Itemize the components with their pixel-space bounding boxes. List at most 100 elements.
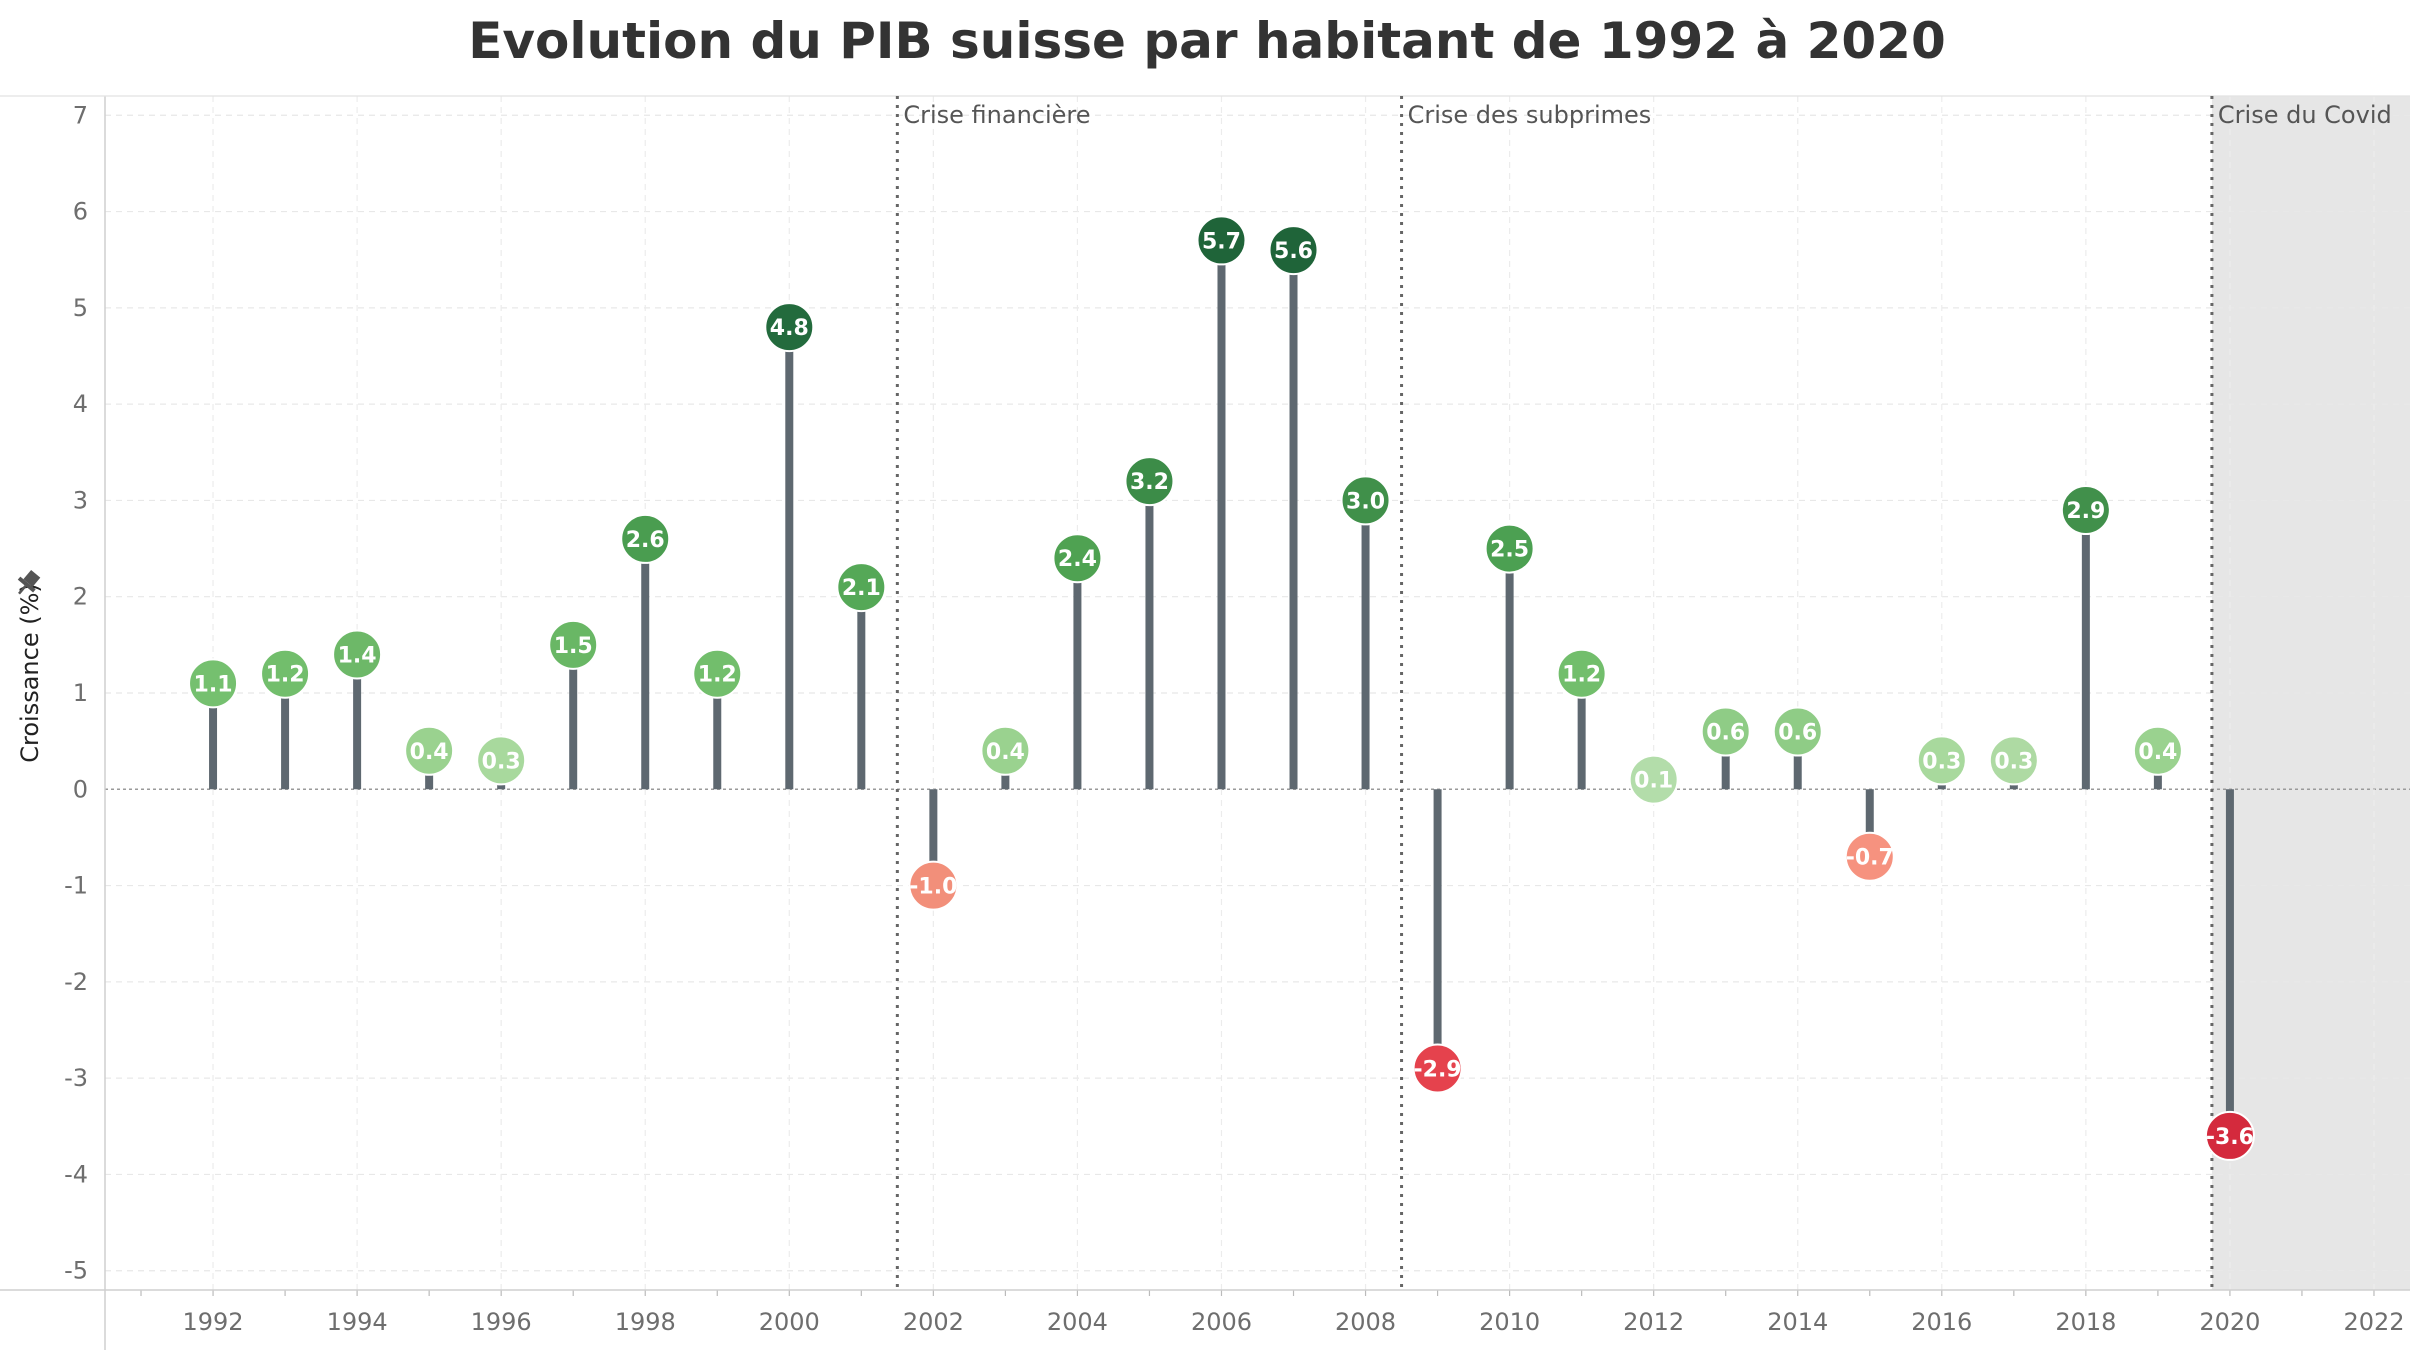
data-label: 1.2 (1562, 663, 1601, 688)
data-label: 3.0 (1346, 489, 1385, 514)
x-tick-label: 2004 (1047, 1308, 1108, 1336)
data-label: 1.4 (338, 643, 377, 668)
data-point[interactable] (1988, 735, 2039, 786)
data-point[interactable] (1844, 831, 1895, 882)
data-label: -0.7 (1846, 846, 1894, 871)
pin-icon[interactable] (11, 567, 43, 600)
data-point[interactable] (1484, 523, 1535, 574)
data-label: -3.6 (2206, 1125, 2254, 1150)
data-label: 1.2 (698, 663, 737, 688)
data-point[interactable] (764, 302, 815, 353)
data-point[interactable] (1124, 456, 1175, 507)
y-tick-label: 7 (73, 101, 88, 129)
x-tick-label: 2006 (1191, 1308, 1252, 1336)
data-label: 0.6 (1778, 721, 1817, 746)
axes (0, 95, 2410, 1350)
x-tick-label: 2022 (2343, 1308, 2404, 1336)
data-label: 1.1 (194, 672, 233, 697)
data-point[interactable] (908, 860, 959, 911)
data-point[interactable] (1412, 1043, 1463, 1094)
data-label: -1.0 (909, 875, 957, 900)
data-point[interactable] (1916, 735, 1967, 786)
y-tick-label: 2 (73, 583, 88, 611)
data-label: 4.8 (770, 316, 809, 341)
data-point[interactable] (1700, 706, 1751, 757)
x-tick-label: 2010 (1479, 1308, 1540, 1336)
data-label: 2.5 (1490, 538, 1529, 563)
x-tick-label: 1992 (183, 1308, 244, 1336)
data-point[interactable] (2204, 1110, 2255, 1161)
data-label: 0.3 (1994, 749, 2033, 774)
x-tick-label: 2016 (1911, 1308, 1972, 1336)
data-points: 1.1 1.2 1.4 0.4 0.3 1.5 2.6 1.2 4.8 2.1 -1.0 0.4 2.4… (188, 215, 2255, 1161)
x-tick-label: 2014 (1767, 1308, 1828, 1336)
data-point[interactable] (836, 562, 887, 613)
data-label: 0.6 (1706, 721, 1745, 746)
x-tick-label: 1998 (615, 1308, 676, 1336)
tick-labels: 7 6 5 4 3 2 1 0 -1 -2 -3 -4 -5 1992 1994 1996 1998 2000 20… (64, 101, 2404, 1336)
chart-title: Evolution du PIB suisse par habitant de … (468, 12, 1946, 70)
y-tick-label: 5 (73, 294, 88, 322)
data-point[interactable] (260, 648, 311, 699)
data-point[interactable] (1772, 706, 1823, 757)
data-label: 5.6 (1274, 239, 1313, 264)
data-label: 0.3 (1922, 749, 1961, 774)
data-point[interactable] (1556, 648, 1607, 699)
x-tick-label: 2008 (1335, 1308, 1396, 1336)
data-point[interactable] (1340, 475, 1391, 526)
data-label: 3.2 (1130, 470, 1169, 495)
x-tick-label: 1996 (471, 1308, 532, 1336)
data-label: 0.4 (410, 740, 449, 765)
data-point[interactable] (404, 725, 455, 776)
y-tick-label: 4 (73, 390, 88, 418)
data-point[interactable] (332, 629, 383, 680)
crisis-label: Crise du Covid (2218, 101, 2392, 129)
data-point[interactable] (1052, 533, 1103, 584)
data-label: 0.1 (1634, 769, 1673, 794)
data-label: 0.4 (2138, 740, 2177, 765)
stems (209, 240, 2234, 1136)
data-point[interactable] (980, 725, 1031, 776)
y-tick-label: 3 (73, 486, 88, 514)
data-point[interactable] (548, 619, 599, 670)
y-tick-label: -2 (64, 968, 88, 996)
x-tick-label: 2020 (2199, 1308, 2260, 1336)
data-point[interactable] (620, 513, 671, 564)
x-tick-label: 2012 (1623, 1308, 1684, 1336)
y-tick-label: 0 (73, 775, 88, 803)
data-label: 2.4 (1058, 547, 1097, 572)
data-label: 1.5 (554, 634, 593, 659)
y-tick-label: -4 (64, 1160, 88, 1188)
data-point[interactable] (2132, 725, 2183, 776)
data-label: 2.6 (626, 528, 665, 553)
data-point[interactable] (2060, 485, 2111, 536)
y-tick-label: 6 (73, 198, 88, 226)
x-tick-label: 2018 (2055, 1308, 2116, 1336)
y-tick-label: -5 (64, 1257, 88, 1285)
data-label: 0.4 (986, 740, 1025, 765)
data-label: 0.3 (482, 749, 521, 774)
x-tick-label: 2000 (759, 1308, 820, 1336)
data-label: 1.2 (266, 663, 305, 688)
x-tick-label: 1994 (327, 1308, 388, 1336)
data-label: 2.9 (2066, 499, 2105, 524)
crisis-annotations: Crise financière Crise des subprimes Crise… (895, 96, 2392, 1290)
crisis-label: Crise des subprimes (1408, 101, 1652, 129)
data-label: 2.1 (842, 576, 881, 601)
data-point[interactable] (692, 648, 743, 699)
data-point[interactable] (476, 735, 527, 786)
y-tick-label: -1 (64, 872, 88, 900)
data-point[interactable] (1196, 215, 1247, 266)
x-tick-label: 2002 (903, 1308, 964, 1336)
data-point[interactable] (188, 658, 239, 709)
crisis-label: Crise financière (903, 101, 1090, 129)
data-label: 5.7 (1202, 229, 1241, 254)
y-axis-title-group: Croissance (%) (11, 567, 44, 763)
y-axis-title: Croissance (%) (16, 583, 44, 763)
y-tick-label: -3 (64, 1064, 88, 1092)
data-label: -2.9 (1414, 1058, 1462, 1083)
data-point[interactable] (1268, 225, 1319, 276)
data-point[interactable] (1628, 754, 1679, 805)
y-tick-label: 1 (73, 679, 88, 707)
